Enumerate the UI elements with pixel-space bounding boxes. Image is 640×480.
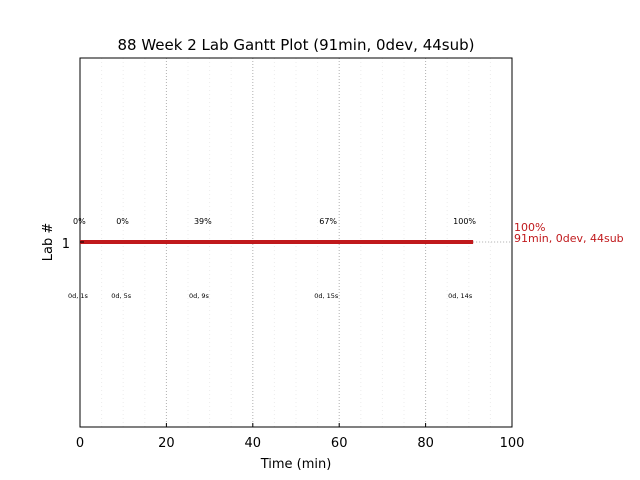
x-tick-label: 60 — [331, 436, 348, 451]
y-tick-label: 1 — [62, 237, 70, 252]
x-tick-label: 20 — [158, 436, 175, 451]
annotation-duration: 0d, 14s — [448, 292, 473, 300]
x-tick-label: 100 — [500, 436, 525, 451]
x-tick-label: 0 — [76, 436, 84, 451]
x-tick-label: 80 — [417, 436, 434, 451]
annotation-duration: 0d, 5s — [111, 292, 132, 300]
y-axis-label: Lab # — [41, 223, 56, 262]
annotation-percent: 100% — [453, 217, 476, 226]
end-label-percent: 100% — [514, 221, 545, 234]
annotation-duration: 0d, 1s — [68, 292, 89, 300]
x-axis-ticks: 0 20 40 60 80 100 — [76, 241, 525, 451]
annotation-percent: 0% — [116, 217, 129, 226]
chart-title: 88 Week 2 Lab Gantt Plot (91min, 0dev, 4… — [117, 36, 474, 54]
annotation-percent: 39% — [194, 217, 212, 226]
x-axis-label: Time (min) — [260, 457, 332, 472]
annotations: 0% 0d, 1s 0% 0d, 5s 39% 0d, 9s 67% 0d, 15s 100% 0… — [68, 217, 476, 300]
annotation-duration: 0d, 15s — [314, 292, 339, 300]
annotation-percent: 0% — [73, 217, 86, 226]
annotation-percent: 67% — [319, 217, 337, 226]
end-label-summary: 91min, 0dev, 44sub — [514, 232, 624, 245]
annotation-duration: 0d, 9s — [189, 292, 210, 300]
x-tick-label: 40 — [245, 436, 262, 451]
